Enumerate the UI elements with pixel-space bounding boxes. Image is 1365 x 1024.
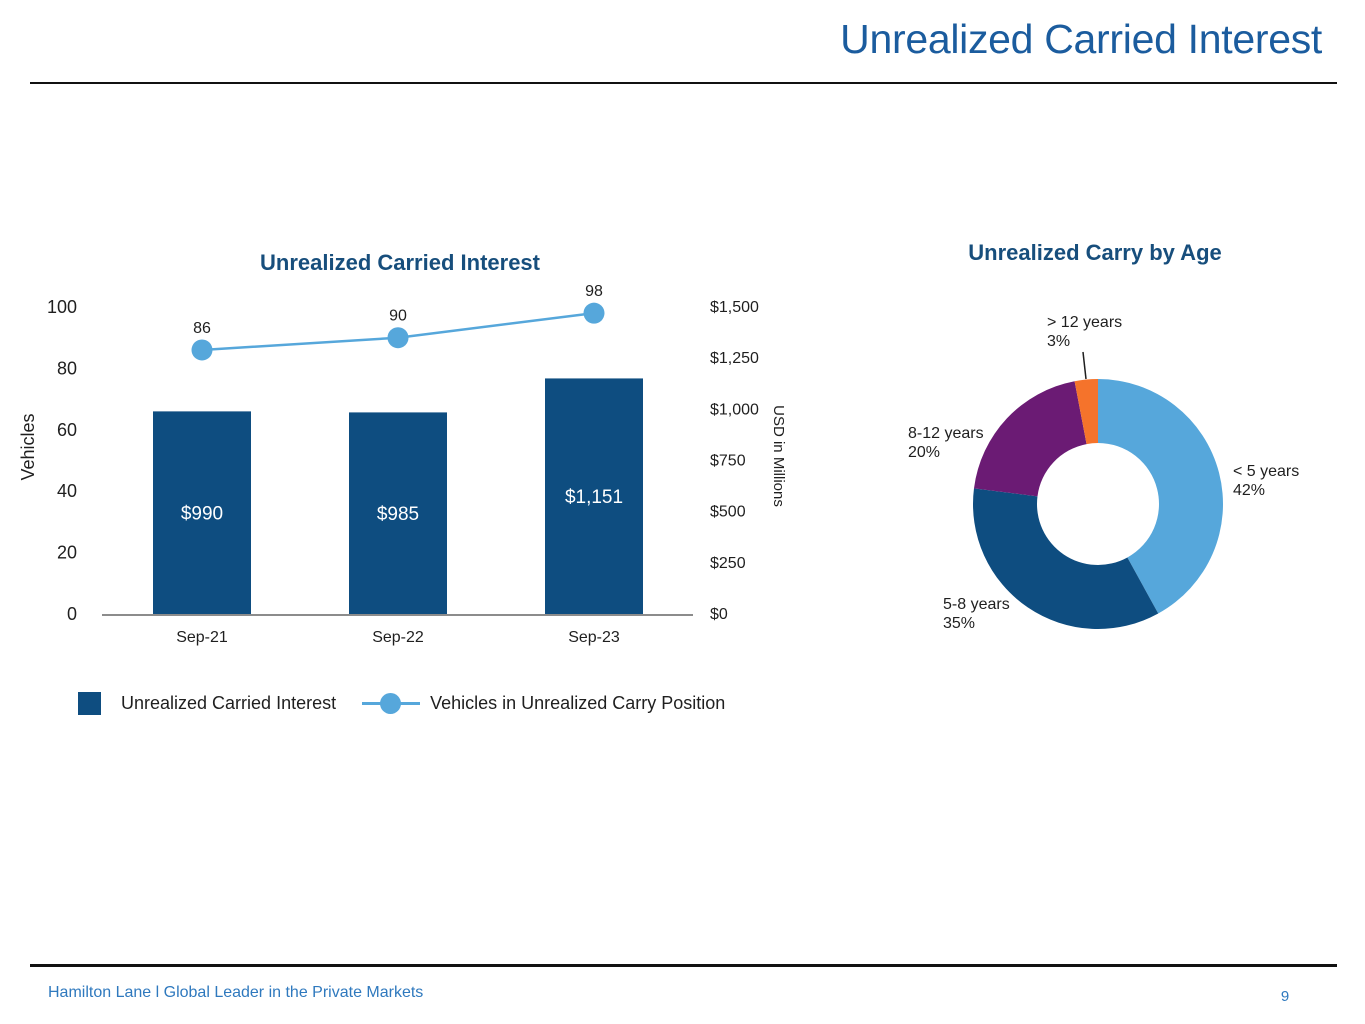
left-axis-tick: 60	[57, 420, 77, 440]
donut-label-pct: 3%	[1047, 333, 1071, 350]
combo-chart-plot: 0 20 40 60 80 100 $0 $250 $500 $750 $1,000 $1,250 $1…	[20, 283, 787, 646]
left-axis-tick: 100	[47, 297, 77, 317]
line-marker	[387, 327, 409, 349]
bar-swatch-icon	[78, 692, 101, 715]
donut-label-5-8years: 5-8 years 35%	[943, 595, 1010, 633]
line-marker-icon	[362, 692, 421, 715]
bar-value-label: $985	[377, 504, 419, 525]
page-number: 9	[1280, 988, 1290, 1005]
donut-segment	[973, 381, 1087, 497]
x-axis-category-label: Sep-21	[176, 629, 228, 646]
bar	[349, 412, 447, 614]
legend-line-label: Vehicles in Unrealized Carry Position	[430, 693, 726, 713]
right-axis-title: USD in Millions	[770, 405, 787, 507]
line-value-label: 90	[389, 308, 407, 325]
x-axis-category-label: Sep-23	[568, 629, 620, 646]
left-axis-tick: 80	[57, 358, 77, 378]
donut-segment	[1074, 379, 1098, 445]
bar	[153, 411, 251, 614]
line-marker	[191, 339, 213, 361]
donut-segment	[973, 488, 1159, 630]
donut-label-pct: 35%	[943, 615, 976, 632]
bar-value-label: $1,151	[565, 487, 623, 508]
right-axis-tick: $500	[710, 504, 746, 521]
left-axis-title: Vehicles	[20, 413, 38, 480]
donut-chart-title: Unrealized Carry by Age	[968, 240, 1222, 265]
line-marker	[583, 302, 605, 324]
bar-value-label: $990	[181, 504, 223, 525]
right-axis-tick: $250	[710, 555, 746, 572]
line-value-label: 86	[193, 320, 211, 337]
legend-item-bar: Unrealized Carried Interest	[78, 692, 336, 715]
left-axis-tick: 40	[57, 481, 77, 501]
donut-label-lt5years: < 5 years 42%	[1233, 462, 1299, 500]
legend-item-line: Vehicles in Unrealized Carry Position	[362, 692, 725, 715]
left-axis-tick: 0	[67, 604, 77, 624]
donut-label-8-12years: 8-12 years 20%	[908, 424, 984, 462]
right-axis-tick: $1,500	[710, 299, 759, 316]
combo-chart-title: Unrealized Carried Interest	[260, 250, 540, 275]
combo-chart-legend: Unrealized Carried Interest Vehicles in …	[78, 692, 725, 715]
bar	[545, 378, 643, 614]
right-axis-tick: $1,250	[710, 350, 759, 367]
right-axis-tick: $750	[710, 453, 746, 470]
donut-label-gt12years: > 12 years 3%	[1047, 313, 1122, 351]
donut-chart-plot	[973, 351, 1224, 630]
donut-segment	[1098, 379, 1224, 614]
title-divider	[30, 82, 1337, 84]
page-title: Unrealized Carried Interest	[840, 16, 1322, 62]
x-axis-category-label: Sep-22	[372, 629, 424, 646]
footer-divider	[30, 964, 1337, 967]
legend-bar-label: Unrealized Carried Interest	[121, 693, 337, 713]
donut-label-pct: 20%	[908, 444, 941, 461]
donut-leader-line	[1082, 351, 1087, 380]
donut-label-text: < 5 years	[1233, 463, 1300, 480]
donut-label-pct: 42%	[1233, 482, 1266, 499]
line-value-label: 98	[585, 283, 603, 300]
donut-label-text: 8-12 years	[908, 425, 984, 442]
left-axis-tick: 20	[57, 543, 77, 563]
donut-label-text: 5-8 years	[943, 596, 1010, 613]
footer-text: Hamilton Lane l Global Leader in the Pri…	[48, 984, 424, 1001]
right-axis-tick: $1,000	[710, 401, 759, 418]
donut-label-text: > 12 years	[1047, 314, 1123, 331]
right-axis-tick: $0	[710, 606, 728, 623]
